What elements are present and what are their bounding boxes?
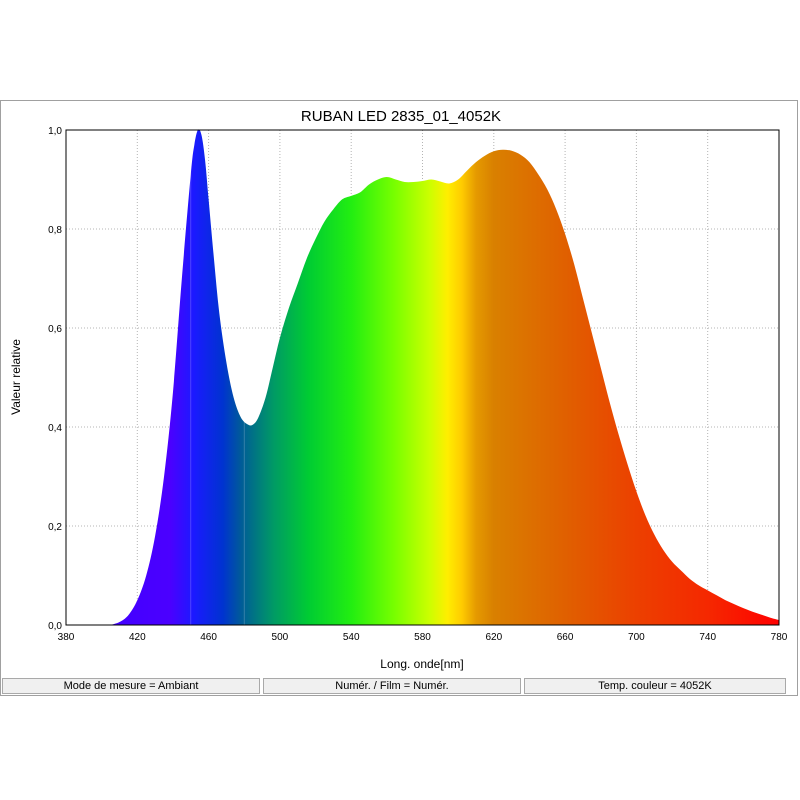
x-tick-label: 780 — [771, 632, 788, 643]
x-tick-label: 660 — [557, 632, 574, 643]
y-tick-label: 0,6 — [48, 324, 62, 335]
x-tick-label: 500 — [272, 632, 289, 643]
y-tick-label: 1,0 — [48, 126, 62, 137]
x-tick-label: 420 — [129, 632, 146, 643]
grid-lines — [66, 130, 779, 625]
y-tick-label: 0,0 — [48, 621, 62, 632]
spectrum-window: 380 420 460 500 540 580 620 660 700 740 780 0,0 0,2… — [0, 100, 798, 696]
measure-mode-status: Mode de mesure = Ambiant — [2, 678, 260, 694]
spectrum-area — [110, 129, 779, 625]
spectrum-chart: 380 420 460 500 540 580 620 660 700 740 780 0,0 0,2… — [9, 108, 788, 671]
color-temp-status: Temp. couleur = 4052K — [524, 678, 786, 694]
x-tick-label: 540 — [343, 632, 360, 643]
y-tick-label: 0,2 — [48, 522, 62, 533]
x-tick-label: 620 — [485, 632, 502, 643]
y-tick-label: 0,8 — [48, 225, 62, 236]
status-bar: Mode de mesure = Ambiant Numér. / Film =… — [0, 676, 800, 696]
x-tick-label: 700 — [628, 632, 645, 643]
x-axis-label: Long. onde[nm] — [380, 657, 463, 671]
numer-film-status: Numér. / Film = Numér. — [263, 678, 521, 694]
band-separators — [190, 130, 245, 625]
x-tick-labels: 380 420 460 500 540 580 620 660 700 740 780 — [58, 632, 788, 643]
y-axis-label: Valeur relative — [9, 339, 23, 415]
y-tick-labels: 0,0 0,2 0,4 0,6 0,8 1,0 — [48, 126, 62, 632]
plot-frame — [65, 129, 780, 626]
x-tick-label: 380 — [58, 632, 75, 643]
x-tick-label: 740 — [699, 632, 716, 643]
y-tick-label: 0,4 — [48, 423, 62, 434]
x-tick-label: 580 — [414, 632, 431, 643]
chart-title: RUBAN LED 2835_01_4052K — [301, 108, 501, 125]
x-tick-label: 460 — [200, 632, 217, 643]
